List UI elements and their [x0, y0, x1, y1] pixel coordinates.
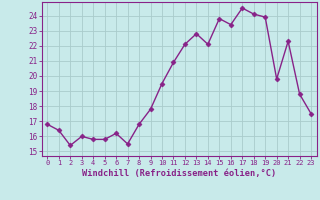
X-axis label: Windchill (Refroidissement éolien,°C): Windchill (Refroidissement éolien,°C) [82, 169, 276, 178]
